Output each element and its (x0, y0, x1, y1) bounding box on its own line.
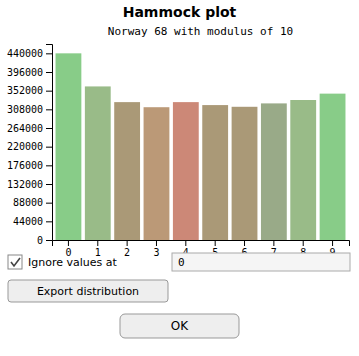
x-tick-mark (332, 240, 333, 246)
ok-button-label[interactable]: OK (171, 319, 189, 333)
x-tick-mark (68, 240, 69, 246)
x-tick-mark (97, 240, 98, 246)
ignore-value[interactable]: 0 (178, 256, 185, 269)
bars (56, 53, 346, 240)
chart-svg: Hammock plot Norway 68 with modulus of 10… (0, 0, 359, 356)
y-tick: 44000 (13, 216, 52, 227)
subtitle: Norway 68 with modulus of 10 (108, 25, 293, 38)
bar (56, 53, 82, 240)
checkbox-box[interactable] (8, 255, 22, 269)
y-tick-label: 44000 (13, 216, 43, 227)
y-tick-mark (46, 165, 52, 166)
bar (114, 102, 140, 240)
bar (261, 103, 287, 240)
y-tick-label: 176000 (7, 160, 43, 171)
bar (320, 94, 346, 240)
x-tick-mark (156, 240, 157, 246)
y-tick-mark (46, 184, 52, 185)
y-tick-mark (46, 240, 52, 241)
y-tick-mark (46, 128, 52, 129)
y-tick-mark (46, 109, 52, 110)
ignore-input[interactable] (172, 253, 350, 271)
y-tick: 264000 (7, 123, 52, 134)
x-tick-label: 3 (153, 247, 159, 258)
y-tick: 220000 (7, 141, 52, 152)
export-button[interactable]: Export distribution (8, 280, 168, 302)
bar (85, 86, 111, 240)
ignore-label: Ignore values at (28, 256, 117, 269)
y-tick-label: 88000 (13, 197, 43, 208)
y-tick: 0 (37, 235, 52, 246)
y-tick-label: 440000 (7, 48, 43, 59)
checkbox-check[interactable] (11, 258, 20, 266)
y-tick: 176000 (7, 160, 52, 171)
export-button-label[interactable]: Export distribution (37, 285, 139, 298)
bar (232, 107, 258, 240)
x-tick: 3 (153, 240, 159, 258)
x-tick-mark (303, 240, 304, 246)
y-tick-mark (46, 72, 52, 73)
y-tick-mark (46, 221, 52, 222)
y-tick: 352000 (7, 85, 52, 96)
x-tick-mark (215, 240, 216, 246)
plot-area: 0123456789044000880001320001760002200002… (7, 45, 350, 259)
bar (173, 102, 199, 240)
x-axis-line (53, 241, 350, 247)
y-tick-label: 220000 (7, 141, 43, 152)
y-tick: 396000 (7, 67, 52, 78)
x-tick-mark (273, 240, 274, 246)
x-tick: 2 (124, 240, 130, 258)
ok-button[interactable]: OK (120, 314, 239, 338)
y-axis-line (46, 45, 53, 241)
y-tick-mark (46, 203, 52, 204)
y-axis: 0 44000 88000 132000 176000 220000 264000 30800… (7, 45, 53, 246)
x-tick-label: 2 (124, 247, 130, 258)
y-tick-mark (46, 91, 52, 92)
y-tick: 88000 (13, 197, 52, 208)
y-tick: 440000 (7, 48, 52, 59)
bar (202, 105, 228, 240)
y-tick: 308000 (7, 104, 52, 115)
bar (290, 100, 316, 240)
y-tick-label: 308000 (7, 104, 43, 115)
bar (144, 107, 170, 240)
ignore-checkbox[interactable] (8, 255, 22, 269)
y-tick-mark (46, 53, 52, 54)
y-tick-label: 264000 (7, 123, 43, 134)
export-button-box[interactable] (8, 280, 168, 302)
x-tick-mark (127, 240, 128, 246)
y-tick-label: 352000 (7, 85, 43, 96)
y-tick-label: 0 (37, 235, 43, 246)
x-tick-mark (185, 240, 186, 246)
title: Hammock plot (123, 4, 237, 20)
ok-button-box[interactable] (120, 314, 239, 338)
y-tick: 132000 (7, 179, 52, 190)
y-tick-mark (46, 147, 52, 148)
y-tick-label: 396000 (7, 67, 43, 78)
y-tick-label: 132000 (7, 179, 43, 190)
dialog-controls: Ignore values at 0 Export distribution OK (8, 253, 350, 338)
x-tick-mark (244, 240, 245, 246)
